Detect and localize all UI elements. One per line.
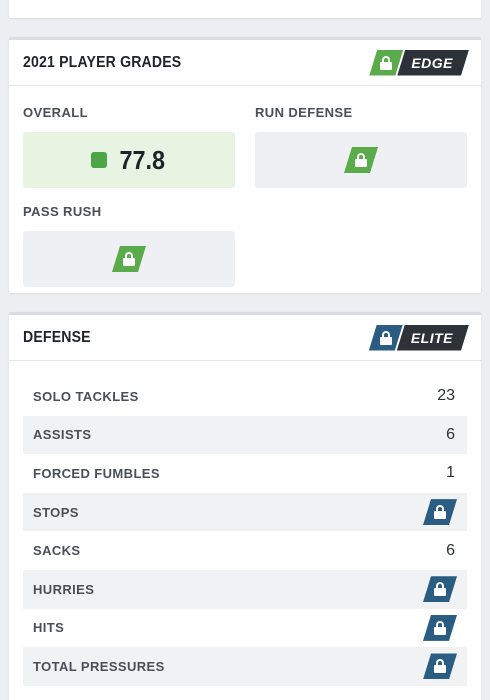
stat-value: 23 xyxy=(437,387,455,405)
stat-label: TOTAL PRESSURES xyxy=(33,658,165,674)
player-grades-title: 2021 PLAYER GRADES xyxy=(23,53,182,71)
grade-overall-box: 77.8 xyxy=(23,132,235,188)
grade-overall-value: 77.8 xyxy=(119,144,165,175)
defense-card: DEFENSE ELITE SOLO TACKLES 23 ASSISTS 6 … xyxy=(9,312,481,700)
stat-label: FORCED FUMBLES xyxy=(33,465,160,481)
stat-label: HITS xyxy=(33,620,65,636)
grade-run-defense-label: RUN DEFENSE xyxy=(255,105,353,120)
lock-icon[interactable] xyxy=(344,147,378,173)
defense-title: DEFENSE xyxy=(23,328,91,346)
player-grades-header: 2021 PLAYER GRADES EDGE xyxy=(9,40,481,86)
stat-row-assists: ASSISTS 6 xyxy=(23,415,467,455)
lock-icon[interactable] xyxy=(423,653,457,679)
stat-label: STOPS xyxy=(33,504,79,520)
stat-row-hurries: HURRIES xyxy=(23,569,467,609)
previous-card xyxy=(9,0,481,18)
stat-row-sacks: SACKS 6 xyxy=(23,531,467,570)
elite-badge-label: ELITE xyxy=(397,325,469,351)
grade-pass-rush-label: PASS RUSH xyxy=(23,204,102,219)
stat-row-solo-tackles: SOLO TACKLES 23 xyxy=(23,377,467,416)
lock-icon xyxy=(369,50,403,76)
lock-icon[interactable] xyxy=(423,499,457,525)
lock-icon[interactable] xyxy=(112,246,146,272)
stat-label: SOLO TACKLES xyxy=(33,388,139,404)
defense-stats-list: SOLO TACKLES 23 ASSISTS 6 FORCED FUMBLES… xyxy=(23,377,467,686)
stat-label: HURRIES xyxy=(33,581,95,597)
grade-run-defense: RUN DEFENSE xyxy=(255,105,467,188)
stat-value: 6 xyxy=(446,541,455,559)
elite-premium-badge[interactable]: ELITE xyxy=(369,325,469,351)
lock-icon[interactable] xyxy=(423,576,457,602)
stat-row-forced-fumbles: FORCED FUMBLES 1 xyxy=(23,454,467,493)
lock-icon[interactable] xyxy=(423,615,457,641)
edge-badge-label: EDGE xyxy=(397,50,469,76)
stat-row-stops: STOPS xyxy=(23,492,467,532)
stat-value: 6 xyxy=(446,425,455,443)
stat-label: ASSISTS xyxy=(33,427,92,443)
stat-row-hits: HITS xyxy=(23,609,467,648)
grade-pass-rush: PASS RUSH xyxy=(23,204,235,287)
stat-value: 1 xyxy=(446,464,455,482)
grade-status-icon xyxy=(90,152,107,168)
edge-premium-badge[interactable]: EDGE xyxy=(369,50,469,76)
grade-overall-label: OVERALL xyxy=(23,105,88,120)
grade-run-defense-box[interactable] xyxy=(255,132,467,188)
defense-header: DEFENSE ELITE xyxy=(9,315,481,361)
grade-pass-rush-box[interactable] xyxy=(23,231,235,287)
stat-label: SACKS xyxy=(33,543,81,559)
player-grades-card: 2021 PLAYER GRADES EDGE OVERALL 77.8 RUN… xyxy=(9,37,481,293)
lock-icon xyxy=(369,325,403,351)
grade-overall: OVERALL 77.8 xyxy=(23,105,235,188)
stat-row-total-pressures: TOTAL PRESSURES xyxy=(23,647,467,686)
